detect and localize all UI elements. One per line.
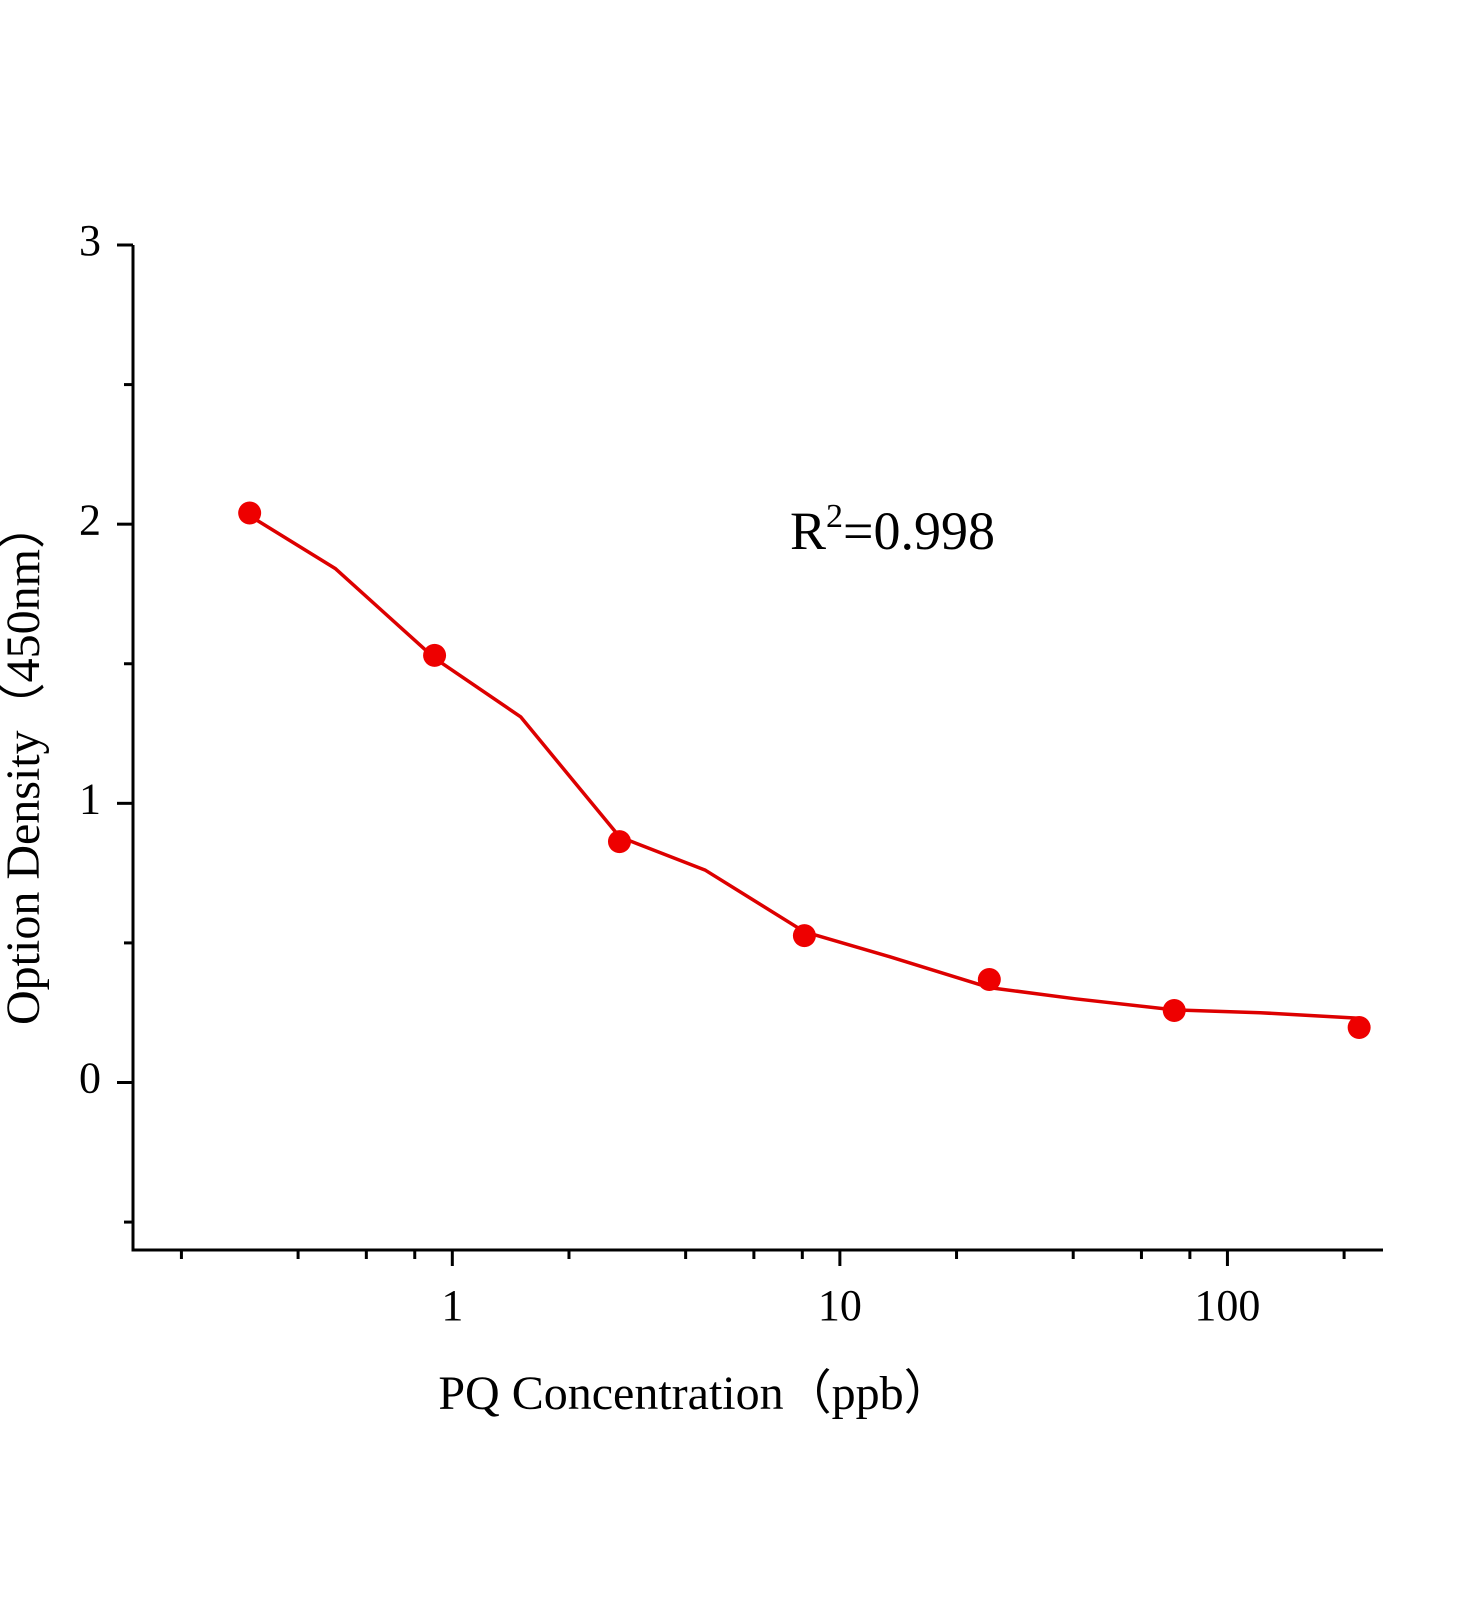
data-point (1162, 998, 1186, 1022)
x-tick-label: 1 (441, 1281, 463, 1330)
data-point (792, 924, 816, 948)
annotation-superscript: 2 (826, 498, 843, 535)
y-tick-label: 3 (79, 216, 101, 265)
y-tick-label: 0 (79, 1054, 101, 1103)
annotation-base: R (790, 501, 826, 561)
x-tick-label: 100 (1194, 1281, 1260, 1330)
data-point (607, 830, 631, 854)
y-tick-label: 2 (79, 495, 101, 544)
data-point (977, 967, 1001, 991)
y-tick-label: 1 (79, 774, 101, 823)
x-axis-title: PQ Concentration（ppb） (438, 1367, 951, 1420)
x-tick-label: 10 (818, 1281, 862, 1330)
data-point (423, 643, 447, 667)
y-axis-title: Option Density（450nm） (0, 501, 50, 1025)
annotation: R2=0.998 (790, 498, 995, 562)
annotation-text: =0.998 (843, 501, 995, 561)
data-point (1347, 1016, 1371, 1040)
data-point (238, 501, 262, 525)
